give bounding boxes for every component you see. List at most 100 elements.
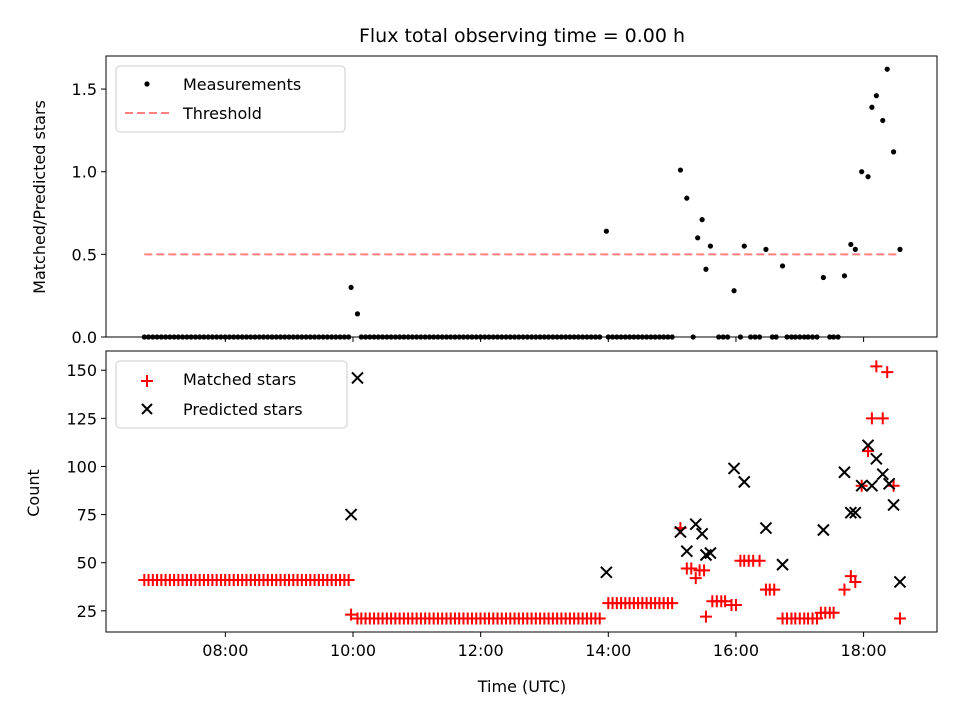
measurement-point — [741, 243, 747, 249]
predicted-stars-point — [695, 527, 709, 541]
predicted-stars-point — [351, 371, 364, 385]
predicted-stars-point — [870, 452, 883, 465]
measurement-point — [763, 246, 769, 252]
ratio-y-tick-label: 0.0 — [72, 328, 97, 347]
measurement-point — [848, 241, 854, 248]
legend-matched-label: Matched stars — [183, 370, 296, 389]
matched-stars-point — [838, 583, 851, 596]
measurement-point — [348, 284, 354, 291]
predicted-stars-point — [759, 521, 773, 535]
measurement-point — [695, 235, 701, 241]
matched-stars-point — [593, 612, 606, 625]
predicted-stars-point — [776, 558, 789, 571]
count-y-tick-label: 150 — [66, 361, 97, 380]
count-y-tick-label: 100 — [66, 457, 97, 476]
predicted-stars-point — [844, 506, 858, 519]
x-tick-label: 08:00 — [202, 641, 248, 660]
predicted-stars-point — [887, 498, 900, 512]
matched-stars-point — [351, 612, 364, 625]
predicted-stars-point — [817, 523, 830, 537]
count-y-axis-title: Count — [24, 469, 43, 517]
measurement-point — [731, 288, 737, 294]
predicted-stars-point — [893, 575, 907, 589]
matched-stars-point — [753, 554, 766, 567]
matched-stars-point — [729, 599, 742, 612]
measurement-point — [884, 66, 890, 72]
measurement-point — [859, 169, 865, 175]
x-axis-title: Time (UTC) — [477, 677, 566, 696]
ratio-y-tick-label: 1.5 — [72, 80, 97, 99]
legend-predicted-label: Predicted stars — [183, 400, 303, 419]
measurement-point — [677, 167, 684, 173]
x-tick-label: 18:00 — [841, 641, 887, 660]
ratio-legend-box — [115, 65, 346, 133]
ratio-y-axis-title: Matched/Predicted stars — [30, 100, 49, 294]
legend-matched-marker — [141, 375, 153, 387]
count-y-tick-label: 125 — [66, 409, 97, 428]
measurement-point — [820, 274, 826, 281]
x-tick-label: 16:00 — [713, 641, 759, 660]
count-y-tick-label: 50 — [77, 554, 97, 573]
ratio-plot-frame — [105, 55, 938, 338]
count-y-tick-label: 25 — [77, 602, 97, 621]
matched-stars-point — [876, 412, 889, 425]
count-axes-layer: 08:00 10:00 12:00 14:00 16:00 18:00 25 50 75 100 1… — [66, 361, 886, 660]
x-tick-label: 12:00 — [458, 641, 504, 660]
measurement-point — [684, 195, 690, 201]
x-tick-label: 14:00 — [585, 641, 631, 660]
measurement-point — [873, 93, 879, 99]
ratio-panel: 0.0 0.5 1.0 1.5 Measurements Threshold Matc… — [30, 55, 938, 347]
matched-stars-point — [689, 572, 702, 585]
predicted-stars-point — [704, 546, 717, 560]
ratio-y-tick-label: 0.5 — [72, 245, 97, 264]
predicted-stars-point — [689, 518, 702, 531]
measurement-point — [869, 104, 875, 110]
measurement-point — [852, 246, 858, 252]
predicted-stars-point — [344, 508, 358, 521]
count-data-layer — [138, 360, 907, 625]
matched-stars-point — [666, 597, 679, 610]
legend-predicted-marker — [141, 403, 153, 415]
matched-stars-point — [698, 564, 711, 577]
ratio-legend: Measurements Threshold — [115, 65, 346, 133]
measurement-point — [890, 149, 897, 155]
matched-stars-point — [685, 562, 698, 575]
matched-stars-point — [827, 606, 840, 619]
matched-stars-point — [865, 412, 878, 425]
legend-threshold-label: Threshold — [182, 104, 262, 123]
matched-stars-point — [342, 574, 355, 587]
count-plot-frame — [105, 350, 938, 633]
count-legend-box — [115, 360, 348, 429]
measurement-point — [354, 311, 361, 317]
matched-stars-point — [870, 360, 883, 373]
measurement-point — [865, 174, 871, 180]
predicted-stars-point — [876, 467, 889, 481]
x-tick-label: 10:00 — [330, 641, 376, 660]
chart-title: Flux total observing time = 0.00 h — [359, 25, 685, 47]
ratio-y-tick-label: 1.0 — [72, 163, 97, 182]
matched-stars-point — [345, 608, 358, 621]
predicted-stars-point — [600, 566, 613, 579]
count-panel: 08:00 10:00 12:00 14:00 16:00 18:00 25 50 75 100 1… — [24, 350, 938, 660]
predicted-stars-point — [727, 462, 741, 475]
predicted-stars-point — [865, 479, 879, 492]
measurement-point — [897, 246, 903, 252]
matched-stars-point — [887, 479, 900, 492]
matched-stars-point — [768, 583, 781, 596]
matched-stars-point — [699, 610, 712, 623]
predicted-stars-point — [849, 506, 862, 519]
legend-measurements-marker — [144, 81, 150, 87]
predicted-stars-point — [680, 544, 694, 558]
predicted-stars-point — [738, 475, 751, 489]
matched-stars-point — [881, 366, 894, 379]
count-legend: Matched stars Predicted stars — [115, 360, 348, 429]
measurement-point — [779, 263, 786, 269]
measurement-point — [603, 228, 609, 234]
count-y-tick-label: 75 — [77, 506, 97, 525]
matched-stars-point — [849, 575, 862, 588]
measurement-point — [841, 273, 848, 279]
predicted-stars-point — [855, 479, 868, 492]
measurement-point — [699, 217, 705, 223]
measurement-point — [703, 266, 709, 272]
